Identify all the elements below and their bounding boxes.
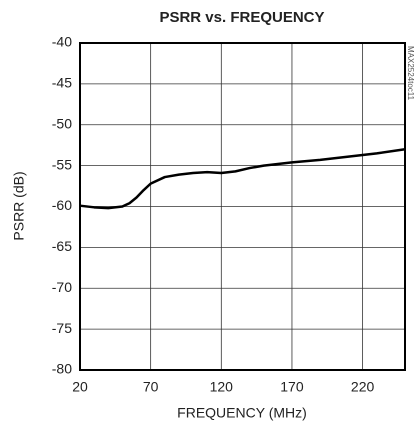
x-tick-label: 170: [280, 379, 304, 395]
x-axis-label: FREQUENCY (MHz): [177, 405, 307, 421]
y-tick-label: -50: [52, 115, 72, 131]
y-axis-label: PSRR (dB): [11, 171, 27, 240]
y-tick-label: -40: [52, 34, 72, 50]
y-tick-label: -75: [52, 320, 72, 336]
y-tick-label: -45: [52, 75, 72, 91]
y-tick-label: -70: [52, 279, 72, 295]
y-tick-label: -55: [52, 156, 72, 172]
chart-title: PSRR vs. FREQUENCY: [159, 9, 324, 26]
x-tick-label: 220: [351, 379, 375, 395]
data-line: [79, 148, 406, 210]
x-tick-label: 20: [72, 379, 88, 395]
x-tick-label: 120: [210, 379, 234, 395]
x-tick-label: 70: [143, 379, 159, 395]
y-tick-label: -60: [52, 197, 72, 213]
annotation: MAX2524toc11: [406, 46, 415, 101]
y-tick-label: -65: [52, 238, 72, 254]
y-tick-label: -80: [52, 361, 72, 377]
